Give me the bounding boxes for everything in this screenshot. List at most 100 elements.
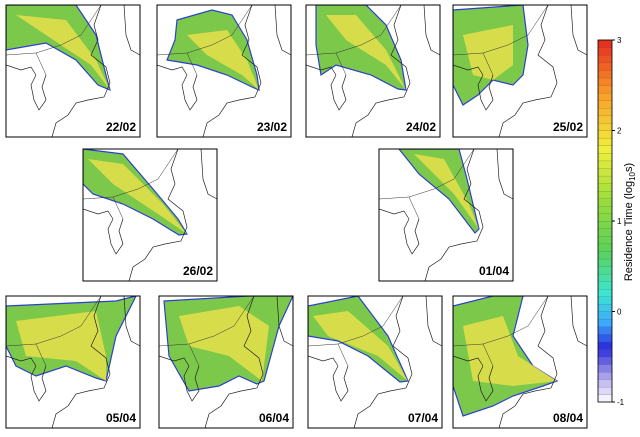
colorbar-band — [597, 379, 613, 388]
colorbar-band — [597, 281, 613, 290]
colorbar-band — [597, 190, 613, 199]
map-content — [159, 296, 293, 428]
border — [157, 5, 253, 76]
colorbar-band — [597, 122, 613, 131]
colorbar-band — [597, 85, 613, 94]
panel-frame — [378, 148, 514, 282]
border — [308, 296, 404, 367]
colorbar-band — [597, 311, 613, 320]
colorbar-band — [597, 130, 613, 139]
colorbar-tick-label: -1 — [617, 398, 625, 407]
map-content — [453, 5, 587, 137]
colorbar-band — [597, 334, 613, 343]
colorbar-title-sub: 10 — [628, 171, 637, 180]
map-panel: 26/02 — [82, 148, 218, 282]
map-content — [308, 296, 442, 428]
colorbar-band — [597, 62, 613, 71]
colorbar-band — [597, 303, 613, 312]
map-panel: 23/02 — [156, 4, 292, 138]
colorbar-band — [597, 349, 613, 358]
colorbar-band — [597, 364, 613, 373]
panel-frame — [307, 295, 443, 429]
map-panel: 06/04 — [158, 295, 294, 429]
colorbar-band — [597, 356, 613, 365]
colorbar-title: Residence Time (log10s) — [623, 163, 637, 281]
coastline — [157, 5, 291, 137]
map-panel: 07/04 — [307, 295, 443, 429]
map-panel: 08/04 — [452, 295, 588, 429]
plume-core — [463, 25, 513, 80]
plume-core — [463, 316, 557, 386]
colorbar-band — [597, 153, 613, 162]
colorbar-tick-label: 3 — [617, 36, 622, 45]
colorbar-title-end: s) — [623, 163, 635, 172]
colorbar-band — [597, 386, 613, 395]
map-panel: 25/02 — [452, 4, 588, 138]
panel-frame — [305, 4, 441, 138]
map-content — [453, 296, 587, 428]
panel-frame — [158, 295, 294, 429]
plume-core — [326, 15, 406, 90]
map-content — [306, 5, 440, 137]
colorbar-band — [597, 47, 613, 56]
border — [379, 149, 475, 220]
panel-frame — [452, 295, 588, 429]
plume-core — [16, 311, 106, 381]
panel-frame — [156, 4, 292, 138]
colorbar-band — [597, 394, 613, 403]
panel-label: 06/04 — [259, 411, 289, 425]
panel-label: 05/04 — [106, 411, 136, 425]
colorbar-band — [597, 77, 613, 86]
panel-frame — [5, 4, 141, 138]
colorbar-band — [597, 92, 613, 101]
plume-core — [313, 311, 408, 381]
colorbar-band — [597, 183, 613, 192]
coastline — [159, 296, 293, 428]
colorbar-band — [597, 273, 613, 282]
colorbar-band — [597, 371, 613, 380]
panel-frame — [82, 148, 218, 282]
panel-label: 23/02 — [257, 120, 287, 134]
border — [453, 5, 549, 76]
border — [6, 5, 102, 76]
colorbar-band — [597, 205, 613, 214]
coastline — [308, 296, 442, 428]
colorbar-band — [597, 145, 613, 154]
colorbar-band — [597, 288, 613, 297]
colorbar-tick-label: 0 — [617, 308, 622, 317]
coastline — [379, 149, 513, 281]
panel-label: 22/02 — [106, 120, 136, 134]
panel-frame — [452, 4, 588, 138]
colorbar-band — [597, 137, 613, 146]
colorbar-tick-label: 1 — [617, 217, 622, 226]
colorbar-tick-label: 2 — [617, 127, 622, 136]
colorbar-band — [597, 243, 613, 252]
map-panel: 22/02 — [5, 4, 141, 138]
colorbar-band — [597, 175, 613, 184]
map-panel: 24/02 — [305, 4, 441, 138]
plume — [6, 5, 111, 92]
map-content — [6, 5, 140, 137]
colorbar-band — [597, 258, 613, 267]
colorbar-band — [597, 228, 613, 237]
colorbar-band — [597, 235, 613, 245]
border — [6, 296, 102, 367]
colorbar-band — [597, 54, 613, 64]
colorbar-band — [597, 39, 613, 48]
colorbar-band — [597, 198, 613, 207]
coastline — [6, 5, 140, 137]
colorbar-band — [597, 160, 613, 169]
map-content — [83, 149, 217, 281]
colorbar-title-main: Residence Time (log — [623, 181, 635, 281]
plume — [398, 149, 480, 234]
panel-label: 01/04 — [479, 264, 509, 278]
coastline — [453, 296, 587, 428]
panel-label: 24/02 — [406, 120, 436, 134]
coastline — [6, 296, 140, 428]
colorbar-band — [597, 70, 613, 79]
plume-core — [88, 159, 187, 234]
border — [306, 5, 402, 76]
colorbar-band — [597, 213, 613, 222]
map-content — [6, 296, 140, 428]
plume-core — [187, 30, 259, 90]
